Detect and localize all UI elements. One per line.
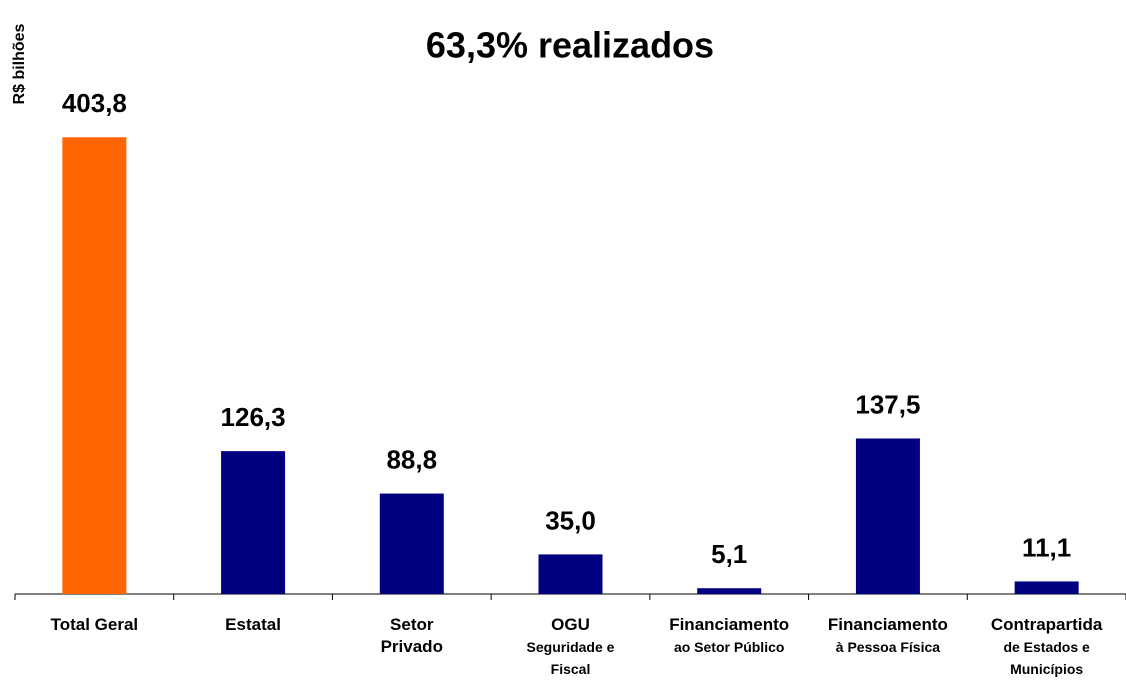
y-axis-label: R$ bilhões bbox=[11, 23, 28, 104]
x-tick-label: Setor Privado bbox=[380, 615, 443, 656]
value-label: 126,3 bbox=[221, 402, 286, 432]
chart-title: 63,3% realizados bbox=[426, 25, 714, 66]
x-tick-label: Financiamento bbox=[827, 615, 948, 634]
bar bbox=[855, 438, 920, 594]
x-tick-label: Contrapartida bbox=[990, 615, 1103, 634]
bar bbox=[379, 493, 444, 594]
x-tick-sublabel: à Pessoa Física bbox=[835, 639, 941, 655]
value-label: 88,8 bbox=[386, 444, 437, 474]
value-label: 137,5 bbox=[855, 389, 920, 419]
value-label: 5,1 bbox=[711, 539, 747, 569]
bar bbox=[221, 451, 286, 594]
x-tick-label: Financiamento bbox=[669, 615, 790, 634]
x-tick-sublabel: de Estados e Municípios bbox=[1003, 639, 1090, 677]
value-label: 11,1 bbox=[1022, 532, 1071, 562]
x-tick-label: Estatal bbox=[225, 615, 281, 634]
bar bbox=[538, 554, 603, 594]
x-tick-sublabel: ao Setor Público bbox=[673, 639, 785, 655]
bar bbox=[62, 137, 127, 595]
value-label: 403,8 bbox=[62, 88, 127, 118]
x-tick-label: OGU bbox=[551, 615, 590, 634]
bar bbox=[697, 588, 762, 594]
x-tick-sublabel: Seguridade e Fiscal bbox=[526, 639, 615, 677]
bar bbox=[1014, 581, 1079, 594]
value-label: 35,0 bbox=[545, 505, 596, 535]
x-tick-label: Total Geral bbox=[50, 615, 139, 634]
